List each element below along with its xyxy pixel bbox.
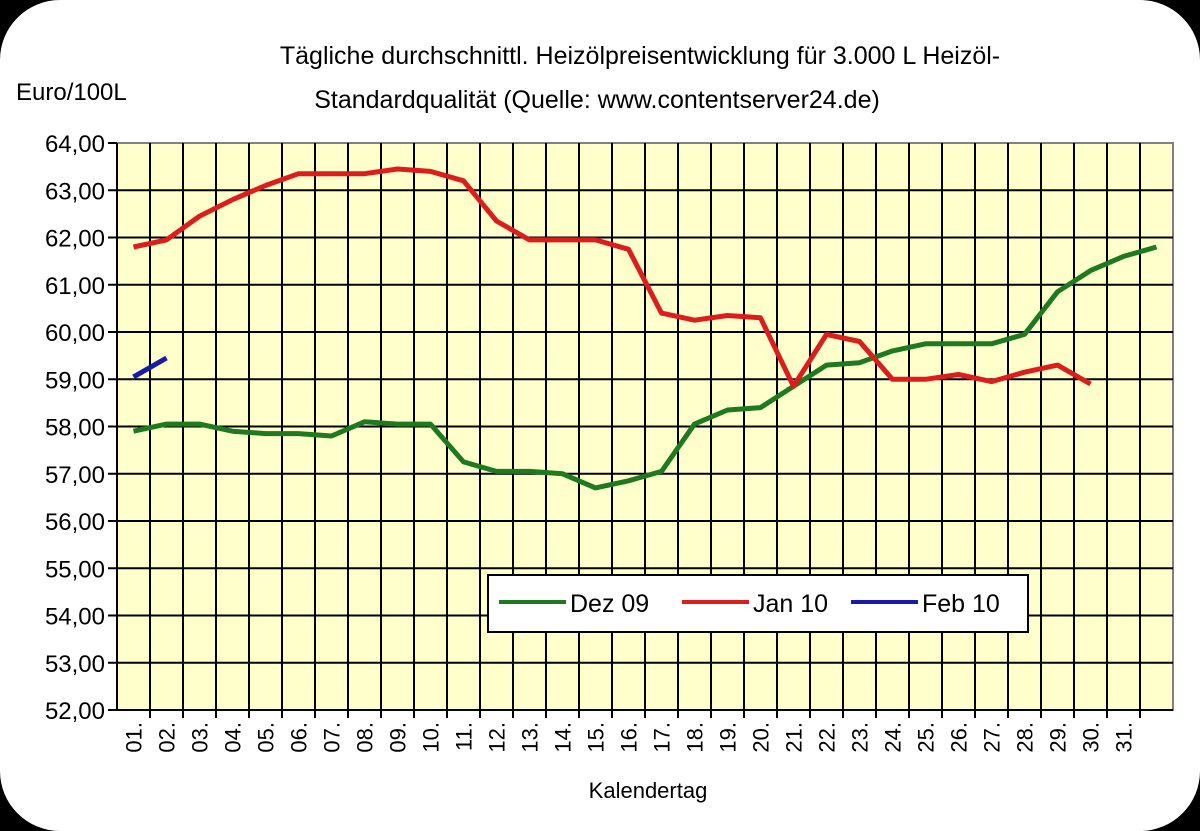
series-line-feb-10 (132, 355, 168, 380)
x-tick-label: 19. (716, 722, 741, 753)
x-tick-label: 04. (221, 722, 246, 753)
x-tick-label: 18. (683, 722, 708, 753)
x-tick-label: 01. (122, 722, 147, 753)
x-tick-label: 10. (419, 722, 444, 753)
x-tick-label: 08. (353, 722, 378, 753)
y-tick-label: 52,00 (45, 698, 105, 725)
chart-title-line-1: Tägliche durchschnittl. Heizölpreisentwi… (280, 42, 1000, 70)
x-tick-label: 23. (848, 722, 873, 753)
legend-item-dez-09: Dez 09 (499, 590, 649, 618)
legend-item-feb-10: Feb 10 (851, 590, 1000, 618)
x-tick-label: 09. (386, 722, 411, 753)
y-tick-label: 56,00 (45, 509, 105, 536)
x-tick-label: 17. (650, 722, 675, 753)
x-tick-label: 07. (320, 722, 345, 753)
y-tick-label: 59,00 (45, 367, 105, 394)
x-tick-label: 31. (1112, 722, 1137, 753)
y-tick-label: 60,00 (45, 320, 105, 347)
x-tick-label: 02. (155, 722, 180, 753)
x-axis-ticks: 01. 02. 03. 04. 05. 06. 07. 08. 09. 10. 11. 12. 13. 1… (122, 722, 1137, 753)
legend-label-feb-10: Feb 10 (922, 590, 1000, 618)
legend-item-jan-10: Jan 10 (682, 590, 828, 618)
y-tick-label: 53,00 (45, 651, 105, 678)
legend-box (487, 574, 1029, 633)
x-tick-label: 25. (914, 722, 939, 753)
legend: Dez 09 Jan 10 Feb 10 (487, 574, 1029, 633)
x-tick-label: 13. (518, 722, 543, 753)
x-tick-label: 05. (254, 722, 279, 753)
x-tick-label: 29. (1046, 722, 1071, 753)
y-tick-label: 58,00 (45, 415, 105, 442)
y-axis-unit-label: Euro/100L (16, 79, 127, 106)
y-tick-label: 61,00 (45, 273, 105, 300)
x-tick-label: 27. (980, 722, 1005, 753)
chart-title-line-2: Standardqualität (Quelle: www.contentser… (314, 86, 880, 114)
legend-label-dez-09: Dez 09 (570, 590, 649, 618)
y-tick-label: 55,00 (45, 556, 105, 583)
x-tick-label: 15. (584, 722, 609, 753)
y-tick-label: 63,00 (45, 178, 105, 205)
y-tick-label: 54,00 (45, 604, 105, 631)
x-tick-label: 21. (782, 722, 807, 753)
y-tick-label: 64,00 (45, 131, 105, 158)
x-tick-label: 20. (749, 722, 774, 753)
x-tick-label: 06. (287, 722, 312, 753)
x-tick-label: 03. (188, 722, 213, 753)
y-tick-label: 62,00 (45, 226, 105, 253)
x-tick-label: 22. (815, 722, 840, 753)
series-line-dez-09 (132, 244, 1158, 491)
data-series (132, 166, 1158, 491)
x-tick-label: 28. (1013, 722, 1038, 753)
x-axis-label: Kalendertag (589, 778, 708, 803)
x-tick-label: 14. (551, 722, 576, 753)
x-tick-label: 26. (947, 722, 972, 753)
legend-label-jan-10: Jan 10 (753, 590, 828, 618)
x-tick-label: 12. (485, 722, 510, 753)
x-tick-label: 11. (452, 722, 477, 751)
x-tick-label: 16. (617, 722, 642, 753)
y-tick-label: 57,00 (45, 462, 105, 489)
y-axis-ticks: 52,00 53,00 54,00 55,00 56,00 57,00 58,00 59,00… (45, 131, 117, 725)
x-tick-label: 24. (881, 722, 906, 753)
series-line-jan-10 (132, 166, 1092, 389)
x-tick-label: 30. (1079, 722, 1104, 753)
